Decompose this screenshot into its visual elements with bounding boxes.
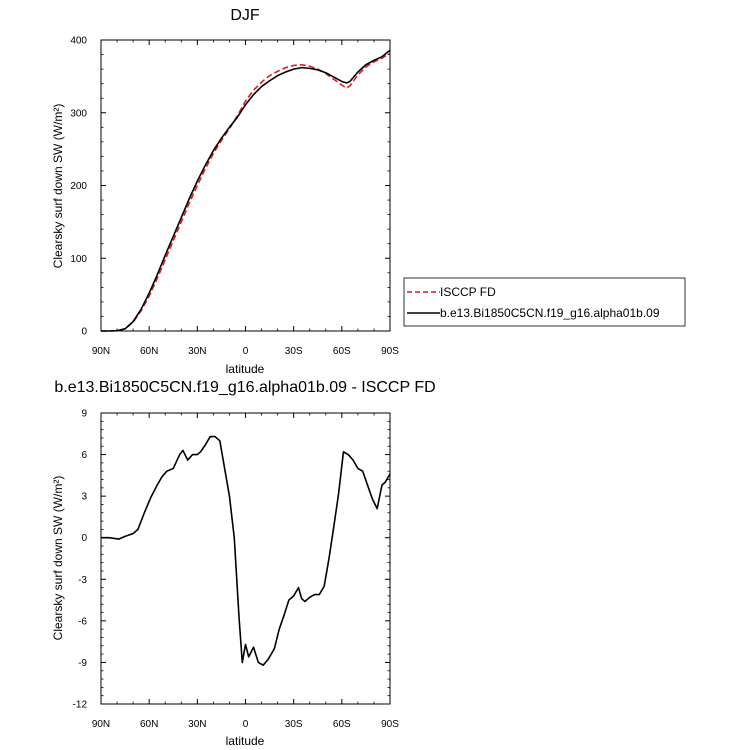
x-tick-label: 0 — [243, 719, 249, 730]
legend-frame — [403, 277, 686, 327]
bottom-chart-series — [101, 435, 391, 667]
y-tick-label: 3 — [81, 492, 87, 503]
y-tick-label: 9 — [81, 409, 87, 420]
top-chart-xlabel: latitude — [226, 362, 265, 376]
y-tick-label: 0 — [81, 533, 87, 544]
bottom-chart-ylabel: Clearsky surf down SW (W/m²) — [51, 476, 65, 641]
x-tick-label: 90S — [381, 346, 399, 357]
y-tick-label: -12 — [73, 700, 88, 711]
x-tick-label: 30S — [285, 346, 303, 357]
series-line-1-0 — [101, 435, 391, 667]
legend: ISCCP FD b.e13.Bi1850C5CN.f19_g16.alpha0… — [403, 277, 686, 327]
x-tick-label: 0 — [243, 346, 249, 357]
x-tick-label: 90S — [381, 719, 399, 730]
x-tick-label: 30N — [188, 719, 206, 730]
y-tick-label: 100 — [70, 254, 87, 265]
top-chart-ylabel: Clearsky surf down SW (W/m²) — [51, 104, 65, 269]
y-tick-label: 0 — [81, 327, 87, 338]
legend-label-isccp: ISCCP FD — [440, 285, 496, 299]
top-chart-title: DJF — [230, 7, 260, 24]
x-tick-label: 90N — [92, 346, 110, 357]
x-tick-label: 60N — [140, 719, 158, 730]
top-chart: DJF 90N 60N 30N 0 30S 60S 90S 0 100 200 300 400 lat… — [51, 7, 686, 376]
series-line-0-1 — [101, 49, 391, 332]
x-tick-label: 60S — [333, 719, 351, 730]
bottom-chart-frame — [100, 412, 391, 705]
x-tick-label: 60S — [333, 346, 351, 357]
y-tick-label: 200 — [70, 181, 87, 192]
y-tick-label: -3 — [78, 575, 87, 586]
bottom-chart: b.e13.Bi1850C5CN.f19_g16.alpha01b.09 - I… — [51, 379, 436, 748]
x-tick-label: 30N — [188, 346, 206, 357]
y-tick-label: 6 — [81, 450, 87, 461]
y-tick-label: 300 — [70, 108, 87, 119]
top-chart-series — [101, 49, 391, 332]
x-tick-label: 60N — [140, 346, 158, 357]
y-tick-label: -6 — [78, 616, 87, 627]
y-tick-label: 400 — [70, 36, 87, 47]
x-tick-label: 30S — [285, 719, 303, 730]
y-tick-label: -9 — [78, 658, 87, 669]
top-chart-ticks: 90N 60N 30N 0 30S 60S 90S 0 100 200 300 400 — [70, 36, 399, 358]
bottom-chart-title: b.e13.Bi1850C5CN.f19_g16.alpha01b.09 - I… — [54, 379, 435, 396]
series-line-0-0 — [101, 52, 391, 332]
legend-label-model: b.e13.Bi1850C5CN.f19_g16.alpha01b.09 — [440, 306, 660, 320]
x-tick-label: 90N — [92, 719, 110, 730]
bottom-chart-xlabel: latitude — [226, 734, 265, 748]
